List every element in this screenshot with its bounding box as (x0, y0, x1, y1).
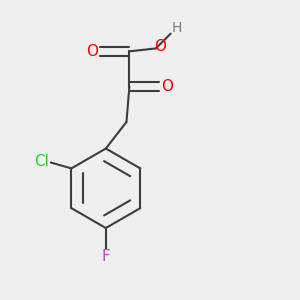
Text: F: F (101, 249, 110, 264)
Text: O: O (86, 44, 98, 59)
Text: O: O (154, 39, 166, 54)
Text: Cl: Cl (34, 154, 49, 169)
Text: O: O (161, 79, 173, 94)
Text: H: H (172, 21, 182, 35)
